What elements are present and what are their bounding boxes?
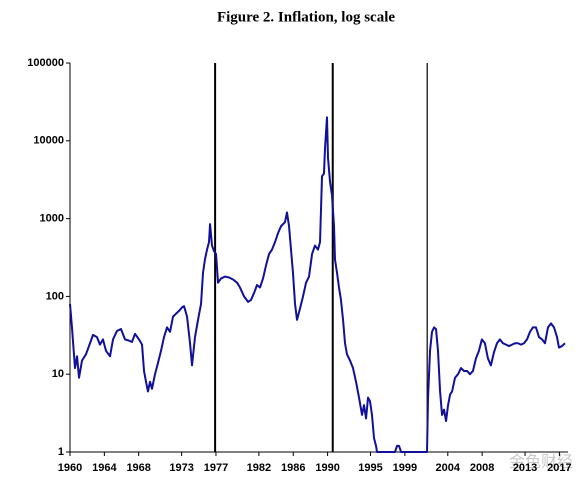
x-tick-label: 2008	[470, 462, 494, 474]
y-tick-label: 1	[58, 446, 64, 458]
x-tick-label: 1990	[315, 462, 339, 474]
x-tick-label: 1999	[393, 462, 417, 474]
x-tick-label: 1960	[58, 462, 82, 474]
x-tick-label: 2013	[513, 462, 537, 474]
x-tick-label: 1995	[358, 462, 382, 474]
x-tick-label: 1968	[126, 462, 150, 474]
x-tick-label: 1977	[204, 462, 228, 474]
x-tick-label: 2004	[436, 462, 461, 474]
x-tick-label: 2017	[547, 462, 571, 474]
series-line	[69, 116, 566, 453]
x-tick-label: 1982	[247, 462, 271, 474]
y-tick-label: 100	[46, 290, 64, 302]
y-tick-label: 10000	[33, 135, 64, 147]
x-tick-label: 1986	[281, 462, 305, 474]
y-tick-label: 10	[52, 368, 64, 380]
y-tick-label: 100000	[27, 57, 64, 69]
x-tick-label: 1973	[169, 462, 193, 474]
y-tick-label: 1000	[40, 213, 64, 225]
chart-title: Figure 2. Inflation, log scale	[217, 9, 395, 25]
x-tick-label: 1964	[92, 462, 117, 474]
watermark: 金色财经	[509, 453, 573, 471]
